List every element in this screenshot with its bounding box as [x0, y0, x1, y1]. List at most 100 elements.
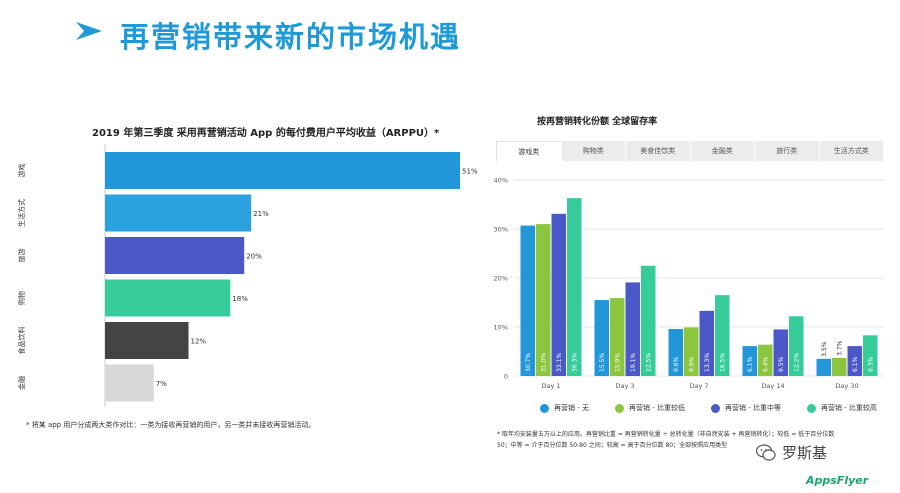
data-label-day30-s2: 3.7% [836, 340, 843, 356]
bar-day30-s4 [863, 335, 878, 376]
data-label-day30-s3: 6.1% [852, 356, 859, 372]
legend-swatch-3 [710, 403, 720, 413]
bar-day1-s2 [536, 224, 551, 376]
tab-3[interactable]: 美食佳饮类 [626, 141, 691, 161]
page-title: 再营销带来新的市场机遇 [120, 20, 462, 54]
data-label-day30-s1: 3.5% [821, 341, 828, 357]
data-label-day3-s1: 15.5% [599, 353, 606, 372]
y-tick-label-5: 40% [494, 177, 508, 185]
left-bar-4 [105, 279, 231, 317]
x-category-label-1: Day 1 [541, 382, 560, 390]
chart-legend: 再营销 - 无 再营销 - 比重较低 再营销 - 比重中等 再营销 - 比重较高 [540, 403, 877, 413]
data-label-day1-s1: 30.7% [525, 353, 532, 372]
legend-item-2: 再营销 - 比重较低 [614, 403, 685, 413]
data-label-day1-s4: 36.3% [571, 353, 578, 372]
left-bar-2 [105, 194, 252, 232]
data-label-day1-s2: 31.0% [540, 353, 547, 372]
right-footnote-line1: * 取年均安装量五万以上的应用。再营销比重 = 再营销转化量 ÷ 总转化量（非自… [497, 431, 835, 438]
data-label-day7-s2: 9.9% [688, 356, 695, 372]
watermark: 罗斯基 [756, 442, 827, 463]
left-bar-3 [105, 237, 245, 274]
data-label-day7-s3: 13.3% [704, 353, 711, 372]
left-chart-title: 2019 年第三季度 采用再营销活动 App 的每付费用户平均收益（ARPPU）… [92, 128, 440, 139]
data-label-day3-s2: 15.9% [614, 353, 621, 372]
tab-1[interactable]: 游戏类 [496, 141, 562, 161]
bar-day14-s1 [742, 346, 757, 376]
bar-day3-s1 [594, 300, 609, 376]
left-category-label-3: 旅游 [17, 249, 26, 263]
left-category-label-5: 食品饮料 [17, 327, 26, 355]
left-value-label-3: 20% [246, 253, 262, 261]
data-label-day30-s4: 8.3% [867, 356, 874, 372]
left-category-label-4: 购物 [17, 291, 26, 305]
x-category-label-3: Day 7 [689, 382, 708, 390]
tab-5[interactable]: 旅行类 [755, 141, 820, 161]
category-tabs: 游戏类 购物类 美食佳饮类 金融类 旅行类 生活方式类 [496, 141, 884, 161]
legend-swatch-1 [540, 403, 549, 413]
bar-day7-s4 [715, 295, 730, 376]
data-label-day1-s3: 33.1% [556, 353, 563, 372]
bar-day14-s4 [789, 316, 804, 376]
legend-item-3: 再营销 - 比重中等 [710, 403, 781, 413]
bar-day7-s1 [668, 328, 683, 376]
bar-day30-s3 [847, 346, 862, 376]
bar-day30-s2 [832, 357, 847, 376]
arrow-right-icon [76, 22, 102, 40]
legend-label-2: 再营销 - 比重较低 [628, 404, 685, 412]
bar-day1-s3 [551, 213, 566, 376]
legend-label-4: 再营销 - 比重较高 [820, 404, 877, 412]
bar-day7-s3 [699, 310, 714, 376]
x-category-label-2: Day 3 [615, 382, 634, 390]
left-footnote: * 将某 app 用户分成两大类作对比：一类为接收再营销的用户，另一类并未接收再… [26, 421, 316, 429]
left-value-label-4: 18% [232, 295, 248, 303]
y-tick-label-3: 20% [494, 275, 508, 283]
left-value-label-6: 7% [156, 380, 167, 388]
bar-day3-s3 [625, 282, 640, 376]
bar-day30-s1 [816, 358, 831, 376]
slide-header: 再营销带来新的市场机遇 [0, 0, 900, 70]
bar-day14-s2 [758, 344, 773, 376]
left-category-label-6: 金融 [17, 376, 26, 390]
x-category-label-5: Day 30 [835, 382, 858, 390]
wechat-icon [756, 444, 776, 461]
data-label-day14-s4: 12.2% [793, 353, 800, 372]
left-category-label-1: 游戏 [17, 164, 26, 178]
bar-day1-s1 [520, 225, 535, 376]
bar-day3-s4 [641, 265, 656, 376]
y-tick-label-4: 30% [494, 226, 508, 234]
left-value-label-1: 51% [462, 168, 478, 176]
arppu-bar-chart: 51% 游戏 21% 生活方式 20% 旅游 18% 购物 12% 食品饮料 7% 金融 [17, 144, 478, 407]
data-label-day7-s4: 16.5% [719, 353, 726, 372]
left-value-label-2: 21% [253, 210, 269, 218]
right-chart-title: 按再营销转化份额 全球留存率 [537, 117, 658, 127]
bar-day3-s2 [610, 298, 625, 376]
left-bar-1 [105, 152, 460, 189]
legend-swatch-4 [806, 403, 816, 413]
left-value-label-5: 12% [191, 338, 207, 346]
legend-swatch-2 [614, 403, 624, 413]
legend-label-1: 再营销 - 无 [554, 404, 589, 412]
brand-logo: AppsFlyer [806, 474, 869, 487]
data-label-day3-s4: 22.5% [645, 353, 652, 372]
tab-4[interactable]: 金融类 [691, 141, 755, 161]
left-bar-6 [105, 364, 154, 402]
watermark-text: 罗斯基 [782, 444, 828, 462]
x-category-label-4: Day 14 [761, 382, 784, 390]
bar-day1-s4 [567, 198, 582, 376]
bar-day7-s2 [684, 327, 699, 376]
data-label-day14-s2: 6.4% [762, 356, 769, 372]
right-footnote-line2: 50；中等 = 介于百分位数 50-80 之间；较高 = 高于百分位数 80；全… [497, 442, 728, 449]
data-label-day14-s1: 6.1% [747, 356, 754, 372]
legend-label-3: 再营销 - 比重中等 [724, 404, 781, 412]
data-label-day14-s3: 9.5% [778, 356, 785, 372]
tab-6[interactable]: 生活方式类 [820, 141, 884, 161]
left-category-label-2: 生活方式 [17, 199, 26, 227]
tab-2[interactable]: 购物类 [562, 141, 626, 161]
right-footnote: * 取年均安装量五万以上的应用。再营销比重 = 再营销转化量 ÷ 总转化量（非自… [497, 429, 834, 451]
legend-item-4: 再营销 - 比重较高 [806, 403, 877, 413]
bar-day14-s3 [773, 329, 788, 376]
legend-item-1: 再营销 - 无 [540, 403, 589, 413]
left-bar-5 [105, 322, 189, 359]
y-tick-label-2: 10% [494, 324, 508, 332]
data-label-day7-s1: 9.6% [673, 356, 680, 372]
